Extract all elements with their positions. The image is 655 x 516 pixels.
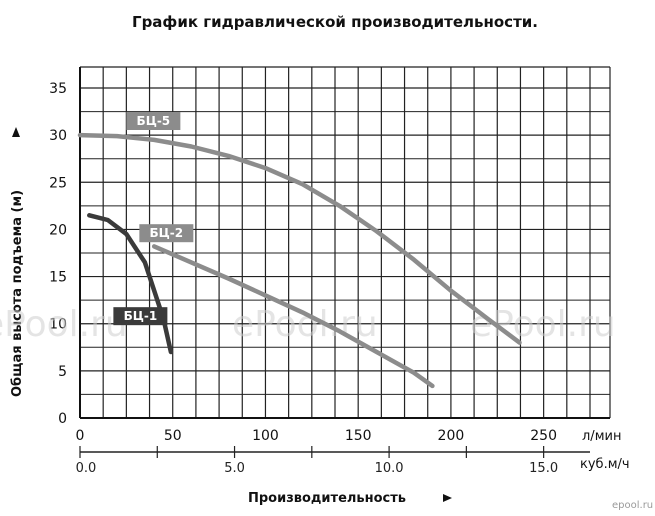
- x-tick-labels: 0 50 100 150 200 250: [76, 428, 557, 444]
- y-tick-label: 10: [49, 317, 67, 333]
- y-axis-label: Общая высота подъема (м): [10, 190, 25, 397]
- series-line: [151, 244, 435, 389]
- y-tick-labels: 0 5 10 15 20 25 30 35: [49, 81, 67, 427]
- series-labels: БЦ-5 БЦ-2 БЦ-1: [113, 112, 194, 326]
- secondary-x-tick-label: 0.0: [76, 461, 97, 476]
- x-axis-label: Производительность: [248, 491, 406, 506]
- grid: [79, 66, 611, 419]
- secondary-x-tick-labels: 0.0 5.0 10.0 15.0: [76, 446, 558, 476]
- secondary-x-tick-label: 5.0: [224, 461, 245, 476]
- x-tick-label: 250: [530, 428, 557, 444]
- watermark: ePool.ru: [0, 304, 128, 345]
- series-label: БЦ-2: [150, 226, 184, 240]
- x-tick-label: 200: [438, 428, 465, 444]
- y-tick-label: 15: [49, 270, 67, 286]
- x-tick-label: 100: [252, 428, 279, 444]
- y-tick-label: 30: [49, 128, 67, 144]
- chart-title: График гидравлической производительности…: [132, 13, 538, 31]
- series-label-box: [113, 307, 168, 326]
- y-tick-label: 35: [49, 81, 67, 97]
- watermarks: ePool.ru ePool.ru ePool.ru: [0, 304, 616, 345]
- x-tick-label: 0: [76, 428, 85, 444]
- y-axis-arrow-icon: [12, 127, 20, 137]
- series-lines: [77, 132, 522, 389]
- corner-logo: epool.ru: [612, 500, 653, 511]
- series-label-box: [126, 112, 181, 130]
- series-label: БЦ-1: [124, 309, 158, 323]
- x-tick-label: 150: [345, 428, 372, 444]
- y-tick-label: 0: [58, 411, 67, 427]
- x-tick-label: 50: [164, 428, 182, 444]
- secondary-x-unit-label: куб.м/ч: [580, 457, 630, 472]
- secondary-x-tick-label: 15.0: [529, 461, 558, 476]
- series-label: БЦ-5: [137, 114, 171, 128]
- x-axis-arrow-icon: [443, 494, 452, 502]
- x-unit-label: л/мин: [582, 429, 621, 444]
- series-line: [77, 132, 522, 345]
- y-tick-label: 5: [58, 364, 67, 380]
- y-tick-label: 20: [49, 222, 67, 238]
- series-label-box: [139, 224, 194, 243]
- secondary-x-tick-label: 10.0: [375, 461, 404, 476]
- y-tick-label: 25: [49, 175, 67, 191]
